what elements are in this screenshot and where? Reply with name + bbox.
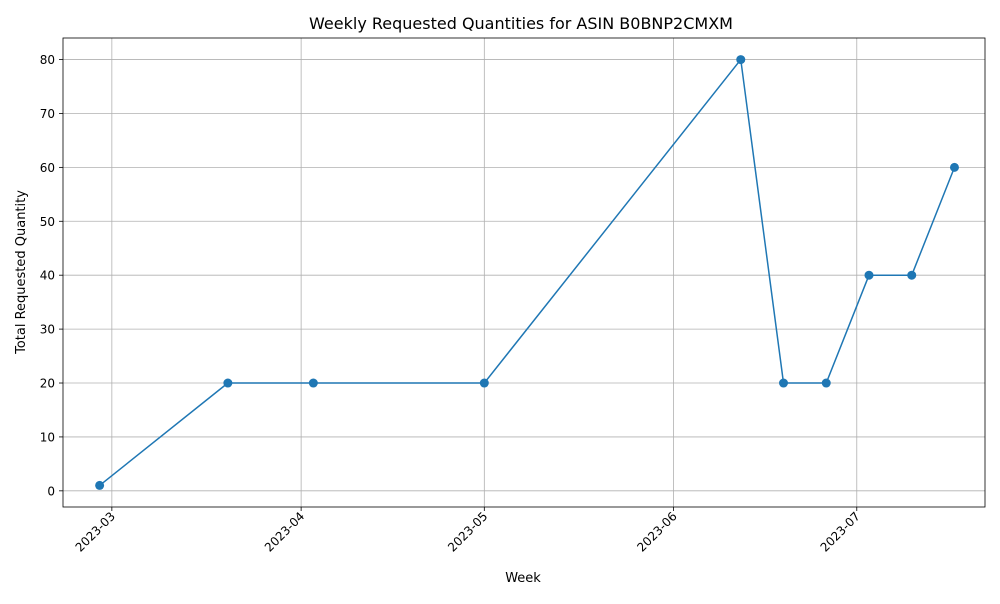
- y-tick-label: 0: [47, 484, 55, 498]
- series-line: [99, 58, 956, 487]
- data-point: [864, 270, 874, 280]
- axes: 0 10 20 30 40 50 60 70 80 2023-03 2023-04 2023-05 20…: [40, 37, 986, 555]
- x-tick-label: 2023-03: [73, 509, 118, 554]
- data-point: [949, 162, 959, 172]
- y-tick-label: 20: [40, 377, 55, 391]
- y-tick-label: 50: [40, 215, 55, 229]
- y-tick-label: 60: [40, 161, 55, 175]
- data-point: [779, 378, 789, 388]
- x-tick-label: 2023-04: [262, 509, 307, 554]
- x-tick-label: 2023-07: [818, 509, 863, 554]
- data-point: [907, 270, 917, 280]
- y-tick-label: 30: [40, 323, 55, 337]
- x-tick-label: 2023-06: [634, 509, 679, 554]
- data-point: [479, 378, 489, 388]
- plot-frame: [62, 37, 986, 508]
- y-tick-label: 80: [40, 53, 55, 67]
- x-tick-label: 2023-05: [445, 509, 490, 554]
- y-tick-label: 10: [40, 430, 55, 444]
- data-point: [95, 480, 105, 490]
- data-point: [308, 378, 318, 388]
- data-point: [223, 378, 233, 388]
- data-series: [95, 55, 959, 490]
- chart-title: Weekly Requested Quantities for ASIN B0B…: [309, 14, 733, 33]
- y-axis-label: Total Requested Quantity: [14, 190, 29, 355]
- grid-lines: [63, 38, 985, 507]
- y-tick-label: 70: [40, 107, 55, 121]
- y-tick-label: 40: [40, 269, 55, 283]
- x-axis-label: Week: [505, 571, 541, 586]
- data-point: [821, 378, 831, 388]
- data-point: [736, 55, 746, 65]
